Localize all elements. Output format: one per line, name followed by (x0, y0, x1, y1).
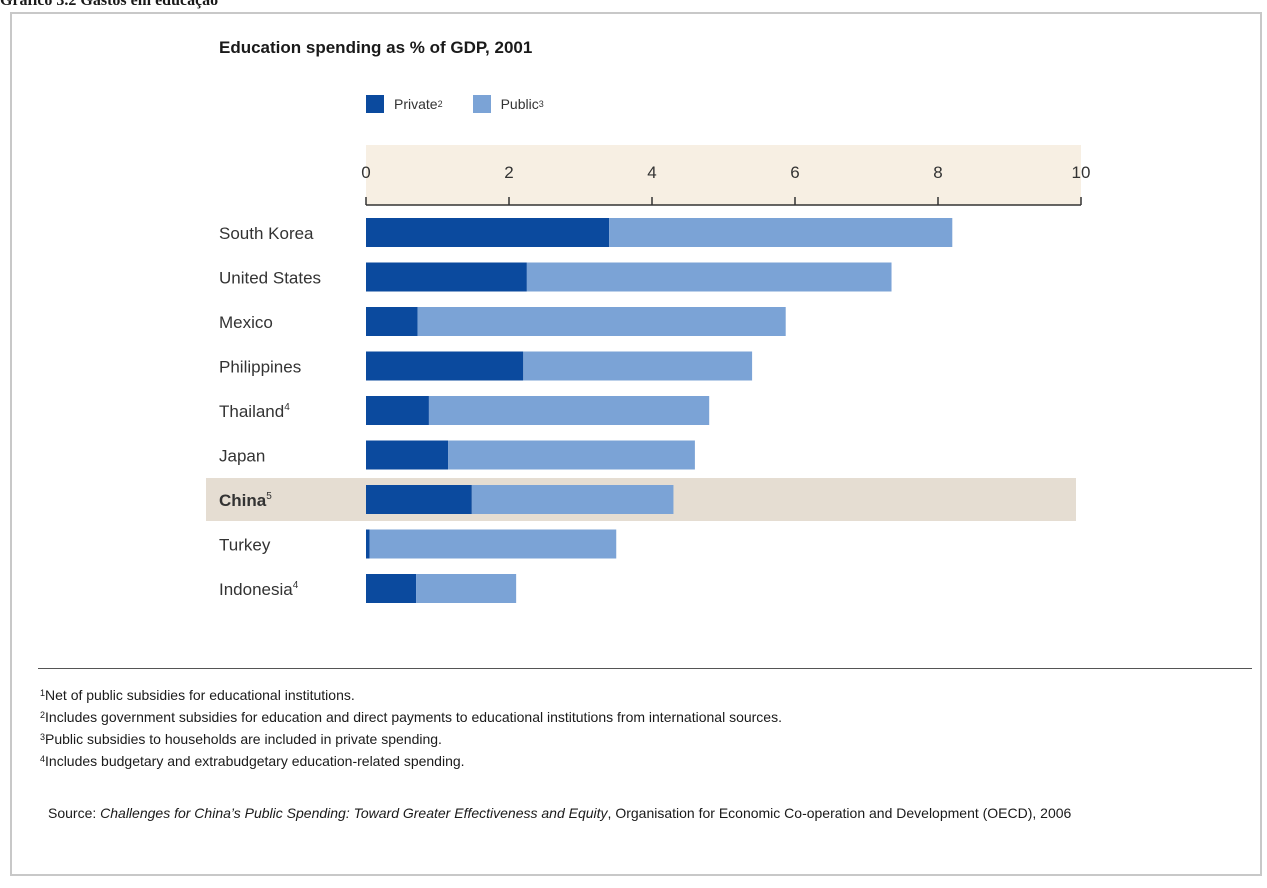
footnotes: 1Net of public subsidies for educational… (40, 684, 782, 772)
legend-label-public: Public (500, 96, 539, 112)
bar-private (366, 396, 429, 425)
x-tick-label: 0 (361, 163, 370, 182)
category-label: Japan (219, 447, 265, 466)
bar-private (366, 574, 417, 603)
source-prefix: Source: (48, 805, 101, 821)
bar-private (366, 351, 524, 381)
category-label: Turkey (219, 536, 271, 555)
bar-private (366, 440, 449, 470)
x-tick-label: 8 (933, 163, 942, 182)
axis-band (366, 145, 1081, 205)
page-title: Gráfico 3.2 Gastos em educação (0, 0, 219, 9)
bar-public (609, 218, 953, 247)
bar-private (366, 218, 610, 247)
source-title: Challenges for China’s Public Spending: … (100, 805, 608, 821)
footnote-mark: 1 (40, 688, 46, 698)
footnote-2: 2Includes government subsidies for educa… (40, 706, 782, 728)
footnote-1: 1Net of public subsidies for educational… (40, 684, 782, 706)
bar-public (416, 574, 517, 603)
legend-item-public: Public 3 (472, 95, 544, 113)
divider-rule (38, 668, 1252, 669)
x-tick-label: 10 (1072, 163, 1091, 182)
legend-sup-public: 3 (538, 99, 544, 109)
source-suffix: , Organisation for Economic Co-operation… (607, 805, 1072, 821)
category-label: United States (219, 269, 321, 288)
category-superscript: 4 (293, 580, 299, 591)
bar-public (369, 529, 617, 559)
category-label: Mexico (219, 313, 273, 332)
source-note: Source: Challenges for China’s Public Sp… (48, 802, 1218, 824)
chart-title: Education spending as % of GDP, 2001 (219, 38, 533, 57)
category-superscript: 4 (284, 402, 290, 413)
bar-public (471, 485, 674, 514)
bar-public (428, 396, 710, 425)
footnote-4: 4Includes budgetary and extrabudgetary e… (40, 750, 782, 772)
x-tick-label: 4 (647, 163, 656, 182)
bar-public (448, 440, 695, 470)
category-label: China5 (219, 491, 272, 510)
footnote-3: 3Public subsidies to households are incl… (40, 728, 782, 750)
legend-swatch-private (366, 95, 384, 113)
category-label: Thailand4 (219, 402, 290, 421)
legend-label-private: Private (394, 96, 438, 112)
category-label: Philippines (219, 358, 301, 377)
x-tick-label: 6 (790, 163, 799, 182)
category-label: South Korea (219, 224, 314, 243)
bar-private (366, 529, 370, 559)
legend-item-private: Private 2 (366, 95, 443, 113)
footnote-mark: 4 (40, 754, 46, 764)
footnote-text: Includes government subsidies for educat… (45, 709, 782, 725)
bar-private (366, 262, 527, 292)
footnote-text: Net of public subsidies for educational … (45, 687, 355, 703)
bar-public (523, 351, 753, 381)
bar-private (366, 485, 472, 514)
category-label: Indonesia4 (219, 580, 299, 599)
footnote-mark: 3 (40, 732, 46, 742)
footnote-text: Includes budgetary and extrabudgetary ed… (45, 753, 465, 769)
x-tick-label: 2 (504, 163, 513, 182)
legend-sup-private: 2 (437, 99, 443, 109)
legend: Private 2 Public 3 (366, 95, 574, 113)
footnote-text: Public subsidies to households are inclu… (45, 731, 442, 747)
category-superscript: 5 (266, 491, 272, 502)
legend-swatch-public (472, 95, 491, 113)
bar-public (417, 307, 786, 336)
footnote-mark: 2 (40, 710, 46, 720)
bar-public (526, 262, 892, 292)
bar-private (366, 307, 418, 336)
